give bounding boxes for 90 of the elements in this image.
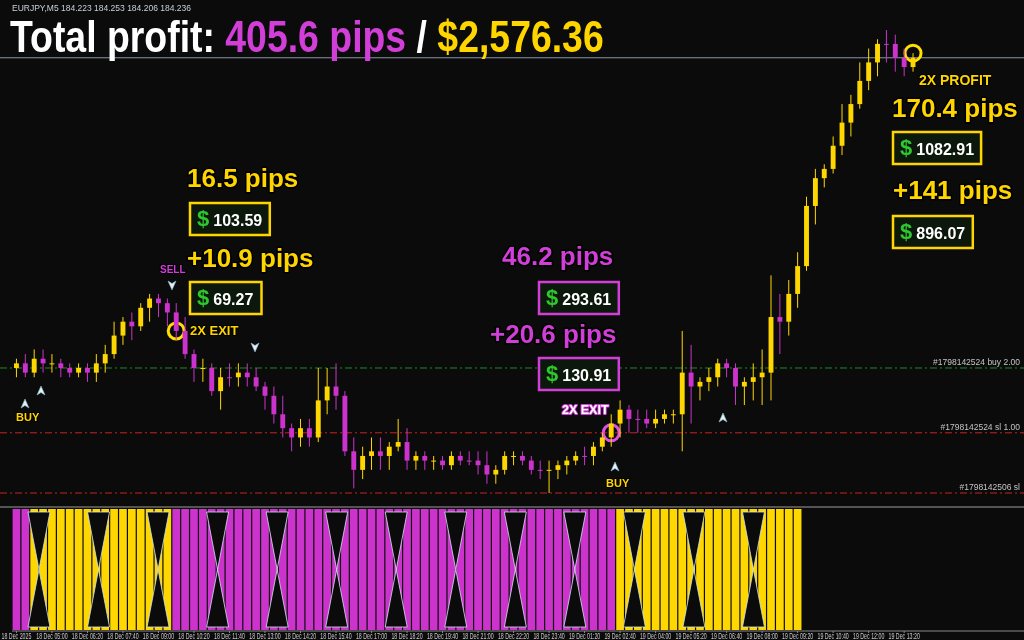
ref-line-label: #1798142524 buy 2.00: [933, 356, 1021, 367]
candlestick: [280, 395, 286, 438]
candlestick: [866, 48, 872, 91]
candlestick: [324, 367, 330, 415]
candlestick: [635, 409, 641, 434]
candlestick: [644, 409, 650, 429]
candlestick: [253, 367, 259, 392]
candlestick: [821, 163, 827, 188]
candlestick: [209, 362, 215, 397]
annotation: +141 pips: [893, 174, 1013, 205]
candlestick: [892, 34, 898, 73]
annotation: $ 293.61: [546, 285, 612, 310]
candlestick: [431, 455, 437, 471]
candlestick: [582, 446, 588, 466]
candlestick: [111, 321, 117, 360]
candlestick: [617, 399, 623, 438]
candlestick: [351, 436, 357, 489]
annotation: 170.4 pips: [892, 92, 1018, 123]
candlestick: [502, 450, 508, 475]
chart-subtitle: EURJPY,M5 184.223 184.253 184.206 184.236: [12, 3, 192, 13]
annotation: 16.5 pips: [187, 162, 299, 193]
candlestick: [591, 441, 596, 466]
annotation: $ 1082.91: [900, 135, 975, 160]
candlestick: [484, 450, 490, 485]
candlestick: [830, 135, 836, 175]
candlestick: [528, 455, 534, 475]
candlestick: [706, 367, 712, 392]
annotation: SELL: [160, 263, 186, 275]
candlestick: [857, 61, 863, 110]
candlestick: [422, 450, 428, 471]
candlestick: [599, 432, 605, 452]
annotation: +20.6 pips: [490, 318, 617, 349]
ref-line-label: #1798142524 sl 1.00: [940, 421, 1021, 432]
annotation: 2X EXIT: [190, 323, 239, 339]
candlestick: [147, 293, 153, 323]
candlestick: [200, 358, 206, 383]
annotation: +10.9 pips: [187, 242, 314, 273]
candlestick: [386, 441, 392, 471]
annotation: 2X PROFIT: [919, 71, 992, 88]
annotation: BUY: [606, 476, 630, 489]
candlestick: [369, 436, 374, 471]
candlestick: [724, 358, 730, 378]
candlestick: [848, 94, 854, 137]
annotation: 2X EXIT: [562, 403, 609, 418]
candlestick: [218, 367, 224, 411]
candlestick: [733, 362, 738, 406]
annotation: $ 130.91: [546, 361, 612, 386]
candlestick: [138, 302, 144, 332]
candlestick: [546, 460, 552, 494]
candlestick: [182, 316, 188, 360]
candlestick: [102, 344, 108, 374]
candlestick: [875, 38, 880, 77]
candlestick: [395, 418, 401, 452]
candlestick: [883, 29, 889, 63]
candlestick: [608, 413, 614, 448]
candlestick: [537, 460, 543, 480]
annotation: $ 69.27: [197, 285, 254, 310]
candlestick: [164, 298, 170, 327]
candlestick: [14, 358, 19, 378]
candlestick: [58, 358, 64, 378]
candlestick: [271, 386, 277, 425]
candlestick: [377, 436, 383, 471]
candlestick: [22, 353, 28, 378]
candlestick: [413, 450, 419, 471]
candlestick: [448, 450, 454, 471]
candlestick: [750, 362, 756, 401]
candlestick: [289, 423, 295, 452]
candlestick: [901, 48, 907, 77]
candlestick: [741, 376, 747, 406]
candlestick: [670, 409, 676, 425]
candlestick: [360, 446, 366, 480]
candlestick: [31, 348, 37, 378]
candlestick: [466, 450, 472, 466]
candlestick: [298, 418, 303, 448]
candlestick: [173, 302, 179, 341]
candlestick: [688, 344, 694, 425]
candlestick: [653, 409, 659, 429]
candlestick: [93, 353, 99, 383]
annotation: 46.2 pips: [502, 240, 614, 271]
annotation: BUY: [16, 410, 40, 423]
ref-line-label: #1798142506 sl: [959, 482, 1021, 492]
candlestick: [777, 293, 783, 355]
chart-title: Total profit: 405.6 pips / $2,576.36: [10, 12, 604, 62]
annotation: $ 896.07: [900, 219, 966, 244]
annotation: $ 103.59: [197, 206, 263, 231]
candlestick: [85, 362, 90, 383]
candlestick: [306, 418, 312, 448]
candlestick: [715, 358, 721, 388]
candlestick: [511, 450, 516, 466]
candlestick: [227, 362, 232, 388]
